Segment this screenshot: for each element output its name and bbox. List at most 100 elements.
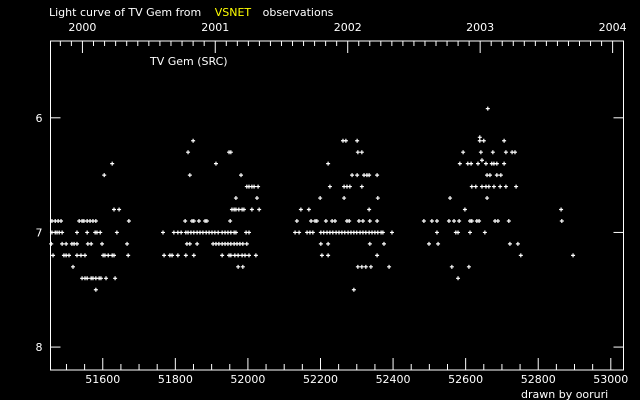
data-point [434,218,439,223]
data-point [179,230,184,235]
data-point [426,241,431,246]
data-point [477,218,482,223]
data-point [233,230,238,235]
data-point [485,106,490,111]
data-point [233,196,238,201]
data-point [187,241,192,246]
data-point [380,230,385,235]
data-point [326,253,331,258]
data-point [310,230,315,235]
data-point [355,150,360,155]
data-point [64,241,69,246]
credit-label: drawn by ooruri [521,388,608,400]
data-point [51,253,56,258]
x-tick-label: 51800 [158,373,193,386]
data-point [490,150,495,155]
data-point [98,276,103,281]
data-points [49,106,576,292]
data-point [171,230,176,235]
legend-label: TV Gem (SRC) [149,55,228,68]
data-point [306,207,311,212]
data-point [333,218,338,223]
data-point [483,161,488,166]
data-point [297,230,302,235]
y-tick-label: 8 [36,341,43,354]
data-point [375,196,380,201]
data-point [486,184,491,189]
data-point [244,241,249,246]
data-point [559,218,564,223]
data-point [479,158,484,163]
title-vsnet: VSNET [215,6,252,19]
data-point [254,196,259,201]
data-point [429,218,434,223]
data-point [98,230,103,235]
data-point [449,264,454,269]
data-point [49,241,54,246]
data-point [448,196,453,201]
data-point [220,253,225,258]
data-point [326,241,331,246]
data-point [343,138,348,143]
data-point [446,218,451,223]
data-point [502,138,507,143]
data-point [375,253,380,258]
data-point [240,241,245,246]
title-part-3: observations [263,6,334,19]
data-point [256,184,261,189]
data-point [59,218,64,223]
data-point [204,218,209,223]
x-tick-label: 52200 [303,373,338,386]
data-point [503,150,508,155]
x-tick-label: 52000 [230,373,265,386]
data-point [323,218,328,223]
data-point [381,241,386,246]
data-point [183,253,188,258]
data-point [494,173,499,178]
data-point [213,161,218,166]
data-point [359,264,364,269]
data-point [485,196,490,201]
data-point [462,207,467,212]
data-point [93,287,98,292]
data-point [191,253,196,258]
data-point [482,230,487,235]
data-point [74,230,79,235]
data-point [117,207,122,212]
data-point [456,230,461,235]
data-point [110,161,115,166]
x-tick-label: 51600 [85,373,120,386]
data-point [506,218,511,223]
data-point [350,173,355,178]
data-point [389,230,394,235]
data-point [347,184,352,189]
data-point [518,253,523,258]
data-point [67,253,72,258]
data-point [507,241,512,246]
data-point [70,264,75,269]
axes: 51600 51800 52000 52200 52400 52600 52800 53000… [36,21,629,386]
data-point [457,218,462,223]
data-point [355,264,360,269]
data-point [252,184,257,189]
y-tick-label: 6 [36,112,43,125]
data-point [247,253,251,258]
data-point [319,253,324,258]
data-point [494,161,499,166]
year-tick-label: 2002 [334,21,362,34]
data-point [191,138,196,143]
data-point [452,218,457,223]
data-point [89,241,94,246]
data-point [351,287,356,292]
data-point [191,218,196,223]
data-point [359,184,364,189]
data-point [367,241,372,246]
data-point [236,264,241,269]
data-point [85,276,90,281]
data-point [239,173,244,178]
data-point [515,241,520,246]
data-point [477,138,482,143]
data-point [257,207,262,212]
data-point [481,138,486,143]
